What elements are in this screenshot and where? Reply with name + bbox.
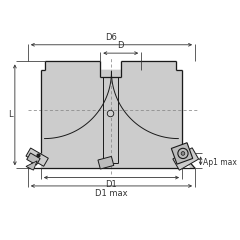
Polygon shape bbox=[173, 148, 199, 170]
Polygon shape bbox=[171, 143, 193, 164]
Polygon shape bbox=[28, 153, 41, 168]
Text: D6: D6 bbox=[106, 33, 117, 42]
Circle shape bbox=[107, 110, 114, 117]
Polygon shape bbox=[26, 148, 48, 166]
Polygon shape bbox=[41, 70, 182, 153]
Polygon shape bbox=[100, 70, 121, 77]
Circle shape bbox=[181, 152, 185, 155]
Text: Ap1 max: Ap1 max bbox=[203, 158, 237, 167]
Polygon shape bbox=[27, 153, 40, 165]
Polygon shape bbox=[41, 153, 182, 168]
Polygon shape bbox=[98, 156, 114, 169]
Polygon shape bbox=[121, 61, 176, 70]
Polygon shape bbox=[45, 61, 100, 70]
Text: D1 max: D1 max bbox=[95, 189, 128, 198]
Polygon shape bbox=[182, 153, 195, 168]
Polygon shape bbox=[26, 161, 37, 170]
Text: L: L bbox=[8, 110, 12, 119]
Text: D1: D1 bbox=[106, 180, 117, 189]
Text: D: D bbox=[118, 41, 124, 50]
